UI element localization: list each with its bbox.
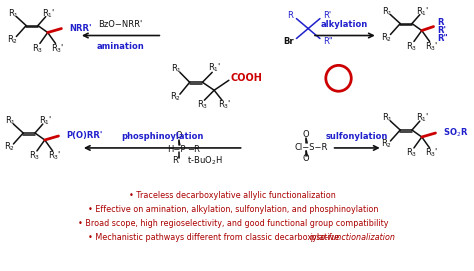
Text: R: R bbox=[438, 18, 444, 27]
Text: alkylation: alkylation bbox=[321, 20, 368, 29]
Text: NRR': NRR' bbox=[69, 24, 92, 33]
Text: R': R' bbox=[438, 26, 447, 35]
Text: R$_2$: R$_2$ bbox=[4, 141, 15, 153]
Text: • Broad scope, high regioselectivity, and good functional group compatibility: • Broad scope, high regioselectivity, an… bbox=[78, 219, 388, 228]
Circle shape bbox=[326, 65, 351, 91]
Text: R$_3$: R$_3$ bbox=[406, 40, 418, 53]
Text: R$_1$: R$_1$ bbox=[382, 5, 393, 18]
Text: R": R" bbox=[438, 34, 448, 43]
Text: R$_3$: R$_3$ bbox=[406, 147, 418, 159]
Text: COOH: COOH bbox=[231, 73, 263, 83]
Text: R$_2$: R$_2$ bbox=[381, 138, 392, 150]
Text: O: O bbox=[175, 131, 182, 140]
Text: R$_1$: R$_1$ bbox=[8, 7, 19, 20]
Text: R$_1$': R$_1$' bbox=[39, 115, 53, 127]
Text: R$_3$': R$_3$' bbox=[425, 147, 438, 159]
Text: R$_1$': R$_1$' bbox=[416, 5, 429, 18]
Text: H−P: H−P bbox=[167, 146, 186, 154]
Text: • Traceless decarboxylative allylic functionalization: • Traceless decarboxylative allylic func… bbox=[129, 191, 336, 200]
Text: R$_2$: R$_2$ bbox=[171, 91, 182, 104]
Text: R$_3$: R$_3$ bbox=[32, 42, 44, 55]
Text: R$_1$': R$_1$' bbox=[42, 7, 55, 20]
Text: R$_3$': R$_3$' bbox=[48, 150, 61, 162]
Text: R': R' bbox=[172, 156, 180, 165]
Text: R$_3$: R$_3$ bbox=[29, 150, 41, 162]
Text: R$_2$: R$_2$ bbox=[7, 33, 18, 46]
Text: O: O bbox=[303, 130, 310, 138]
Text: R': R' bbox=[323, 11, 331, 20]
Text: • Effective on amination, alkylation, sulfonylation, and phosphinoylation: • Effective on amination, alkylation, su… bbox=[88, 205, 378, 214]
Text: R$_1$: R$_1$ bbox=[382, 112, 393, 124]
Text: R$_1$: R$_1$ bbox=[5, 115, 16, 127]
Text: phosphinoylation: phosphinoylation bbox=[121, 133, 203, 141]
Text: • Mechanistic pathways different from classic decarboxylative: • Mechanistic pathways different from cl… bbox=[88, 233, 342, 242]
Text: R: R bbox=[288, 11, 293, 20]
Text: R$_1$': R$_1$' bbox=[209, 61, 222, 74]
Text: R$_3$: R$_3$ bbox=[197, 99, 208, 111]
Text: Cu: Cu bbox=[329, 72, 347, 85]
Text: R$_3$': R$_3$' bbox=[218, 99, 232, 111]
Text: P(O)RR': P(O)RR' bbox=[66, 131, 103, 140]
Text: amination: amination bbox=[96, 42, 144, 51]
Text: O: O bbox=[303, 154, 310, 163]
Text: t-BuO$_2$H: t-BuO$_2$H bbox=[187, 155, 222, 167]
Text: SO$_2$R: SO$_2$R bbox=[443, 127, 469, 139]
Text: −R: −R bbox=[187, 146, 200, 154]
Text: sulfonylation: sulfonylation bbox=[326, 133, 388, 141]
Text: R$_2$: R$_2$ bbox=[381, 31, 392, 44]
Text: R$_1$': R$_1$' bbox=[416, 112, 429, 124]
Text: R": R" bbox=[323, 37, 332, 46]
Text: Br: Br bbox=[283, 37, 293, 46]
Text: R$_3$': R$_3$' bbox=[425, 40, 438, 53]
Text: ipso-functionalization: ipso-functionalization bbox=[309, 233, 395, 242]
Text: BzO−NRR': BzO−NRR' bbox=[98, 20, 142, 29]
Text: R$_1$: R$_1$ bbox=[172, 62, 182, 75]
Text: R$_3$': R$_3$' bbox=[51, 42, 64, 55]
Text: Cl−S−R: Cl−S−R bbox=[294, 143, 328, 152]
